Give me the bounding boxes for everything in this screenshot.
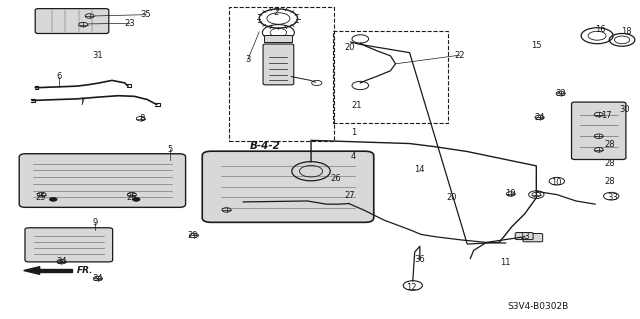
Text: 20: 20 bbox=[447, 193, 457, 202]
FancyBboxPatch shape bbox=[572, 102, 626, 160]
Text: 19: 19 bbox=[506, 189, 516, 198]
Text: 11: 11 bbox=[500, 258, 511, 267]
FancyBboxPatch shape bbox=[523, 234, 543, 242]
Text: 22: 22 bbox=[454, 51, 465, 60]
Polygon shape bbox=[40, 269, 72, 272]
FancyBboxPatch shape bbox=[35, 9, 109, 33]
Text: 1: 1 bbox=[351, 128, 356, 137]
Text: 4: 4 bbox=[351, 152, 356, 161]
Text: 30: 30 bbox=[620, 105, 630, 114]
Circle shape bbox=[49, 197, 57, 201]
FancyBboxPatch shape bbox=[19, 154, 186, 207]
Text: 16: 16 bbox=[595, 25, 605, 34]
Text: 8: 8 bbox=[140, 114, 145, 123]
Text: 17: 17 bbox=[602, 111, 612, 120]
Bar bbox=[229, 7, 334, 141]
Text: 6: 6 bbox=[56, 72, 61, 81]
Text: 10: 10 bbox=[551, 178, 561, 187]
Text: 24: 24 bbox=[534, 113, 545, 122]
Text: FR.: FR. bbox=[77, 266, 93, 275]
Polygon shape bbox=[24, 267, 40, 274]
Bar bbox=[333, 31, 448, 123]
FancyBboxPatch shape bbox=[202, 151, 374, 222]
Text: 35: 35 bbox=[141, 10, 151, 19]
Text: 15: 15 bbox=[531, 41, 541, 50]
Text: 14: 14 bbox=[415, 165, 425, 174]
Text: 18: 18 bbox=[621, 27, 631, 36]
Text: 36: 36 bbox=[415, 255, 425, 264]
Text: S3V4-B0302B: S3V4-B0302B bbox=[507, 302, 568, 311]
FancyBboxPatch shape bbox=[263, 44, 294, 85]
Text: 34: 34 bbox=[93, 274, 103, 283]
Text: 12: 12 bbox=[406, 283, 417, 292]
Text: B-4-2: B-4-2 bbox=[250, 141, 281, 151]
Text: 33: 33 bbox=[608, 193, 618, 202]
Text: 25: 25 bbox=[35, 193, 45, 202]
Text: 27: 27 bbox=[344, 191, 355, 200]
Text: 26: 26 bbox=[331, 174, 341, 182]
Text: 28: 28 bbox=[605, 140, 615, 149]
Text: 20: 20 bbox=[344, 43, 355, 52]
Text: 31: 31 bbox=[93, 51, 103, 60]
Text: 21: 21 bbox=[352, 101, 362, 110]
FancyBboxPatch shape bbox=[25, 228, 113, 262]
Text: 13: 13 bbox=[520, 232, 530, 241]
Bar bbox=[264, 35, 292, 42]
Text: 9: 9 bbox=[92, 218, 97, 227]
Text: 28: 28 bbox=[605, 177, 615, 186]
Text: 29: 29 bbox=[188, 231, 198, 240]
Circle shape bbox=[132, 197, 140, 201]
Text: 2: 2 bbox=[274, 8, 279, 17]
Text: 32: 32 bbox=[556, 89, 566, 98]
Text: 28: 28 bbox=[605, 159, 615, 168]
Text: 23: 23 bbox=[125, 19, 135, 28]
Text: 7: 7 bbox=[79, 98, 84, 107]
Text: 34: 34 bbox=[56, 257, 67, 266]
Text: 3: 3 bbox=[245, 56, 250, 64]
FancyBboxPatch shape bbox=[515, 233, 533, 240]
Text: 25: 25 bbox=[127, 193, 137, 202]
Text: 5: 5 bbox=[167, 145, 172, 154]
